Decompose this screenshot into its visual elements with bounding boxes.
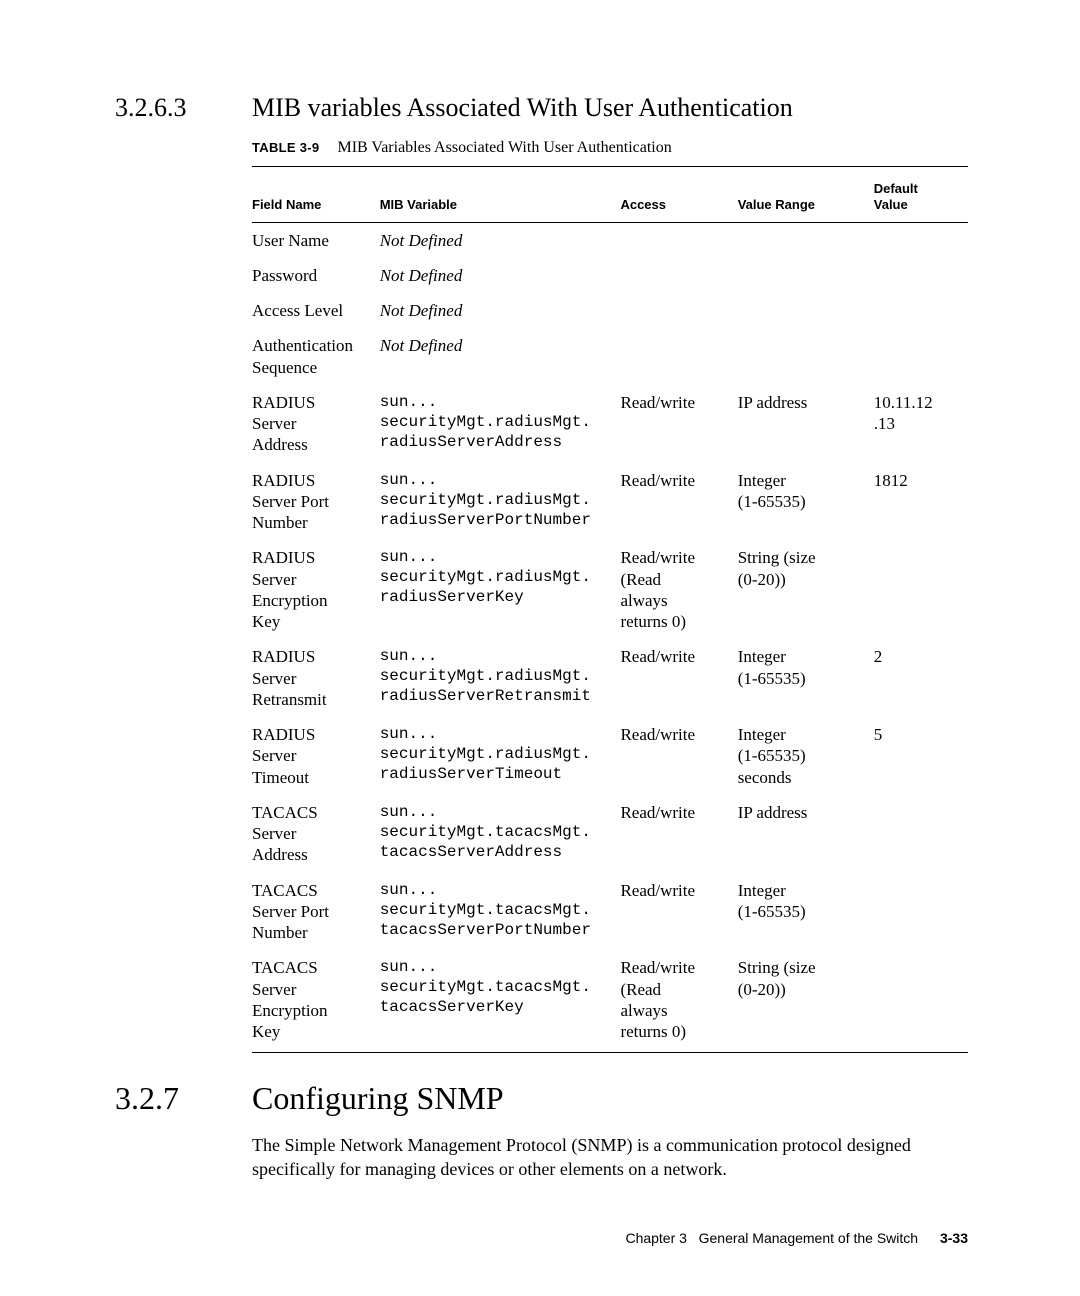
cell-access: Read/write (Read always returns 0)	[620, 950, 737, 1053]
cell-mib-variable: sun... securityMgt.tacacsMgt. tacacsServ…	[380, 950, 621, 1053]
cell-field-name: RADIUS Server Address	[252, 385, 380, 463]
section-title: Configuring SNMP	[252, 1080, 504, 1117]
table-row: TACACS Server Port Numbersun... security…	[252, 873, 968, 951]
cell-value-range: IP address	[738, 385, 874, 463]
cell-default-value	[874, 328, 968, 385]
table-row: Access LevelNot Defined	[252, 293, 968, 328]
cell-field-name: User Name	[252, 222, 380, 258]
cell-field-name: TACACS Server Encryption Key	[252, 950, 380, 1053]
cell-mib-variable: sun... securityMgt.radiusMgt. radiusServ…	[380, 463, 621, 541]
cell-field-name: Access Level	[252, 293, 380, 328]
column-header: Access	[620, 167, 737, 223]
cell-value-range	[738, 258, 874, 293]
cell-access: Read/write	[620, 717, 737, 795]
cell-access	[620, 293, 737, 328]
cell-default-value: 1812	[874, 463, 968, 541]
table-row: Authentication SequenceNot Defined	[252, 328, 968, 385]
cell-default-value	[874, 950, 968, 1053]
cell-mib-variable: sun... securityMgt.tacacsMgt. tacacsServ…	[380, 873, 621, 951]
cell-access	[620, 328, 737, 385]
footer-title: General Management of the Switch	[699, 1230, 918, 1246]
table-caption: TABLE 3-9 MIB Variables Associated With …	[252, 139, 672, 157]
footer-chapter: Chapter 3	[625, 1230, 686, 1246]
cell-access: Read/write	[620, 385, 737, 463]
cell-value-range: IP address	[738, 795, 874, 873]
table-row: RADIUS Server Port Numbersun... security…	[252, 463, 968, 541]
cell-value-range: Integer (1-65535)	[738, 463, 874, 541]
cell-default-value	[874, 258, 968, 293]
cell-mib-variable: sun... securityMgt.radiusMgt. radiusServ…	[380, 540, 621, 639]
cell-mib-variable: sun... securityMgt.radiusMgt. radiusServ…	[380, 639, 621, 717]
cell-field-name: RADIUS Server Timeout	[252, 717, 380, 795]
table-row: RADIUS Server Retransmitsun... securityM…	[252, 639, 968, 717]
table-caption-text: MIB Variables Associated With User Authe…	[337, 139, 671, 156]
table-label: TABLE 3-9	[252, 140, 319, 155]
cell-value-range: Integer (1-65535)	[738, 873, 874, 951]
cell-mib-variable: sun... securityMgt.tacacsMgt. tacacsServ…	[380, 795, 621, 873]
table-row: RADIUS Server Timeoutsun... securityMgt.…	[252, 717, 968, 795]
cell-mib-variable: Not Defined	[380, 293, 621, 328]
cell-mib-variable: sun... securityMgt.radiusMgt. radiusServ…	[380, 385, 621, 463]
cell-access: Read/write (Read always returns 0)	[620, 540, 737, 639]
cell-mib-variable: sun... securityMgt.radiusMgt. radiusServ…	[380, 717, 621, 795]
table-row: TACACS Server Encryption Keysun... secur…	[252, 950, 968, 1053]
table-row: TACACS Server Addresssun... securityMgt.…	[252, 795, 968, 873]
cell-access	[620, 258, 737, 293]
mib-table: Field NameMIB VariableAccessValue RangeD…	[252, 166, 968, 1053]
cell-access: Read/write	[620, 873, 737, 951]
column-header: Value Range	[738, 167, 874, 223]
table-row: RADIUS Server Addresssun... securityMgt.…	[252, 385, 968, 463]
cell-default-value: 10.11.12 .13	[874, 385, 968, 463]
cell-default-value	[874, 873, 968, 951]
footer-page-number: 3-33	[940, 1230, 968, 1246]
table-row: RADIUS Server Encryption Keysun... secur…	[252, 540, 968, 639]
section-body: The Simple Network Management Protocol (…	[252, 1133, 962, 1182]
cell-access: Read/write	[620, 463, 737, 541]
column-header: DefaultValue	[874, 167, 968, 223]
cell-value-range: String (size (0-20))	[738, 950, 874, 1053]
cell-mib-variable: Not Defined	[380, 328, 621, 385]
subsection-title: MIB variables Associated With User Authe…	[252, 93, 793, 123]
table-row: PasswordNot Defined	[252, 258, 968, 293]
cell-field-name: RADIUS Server Retransmit	[252, 639, 380, 717]
subsection-number: 3.2.6.3	[115, 93, 187, 123]
cell-default-value	[874, 293, 968, 328]
cell-access: Read/write	[620, 795, 737, 873]
cell-field-name: TACACS Server Address	[252, 795, 380, 873]
cell-default-value: 5	[874, 717, 968, 795]
column-header: Field Name	[252, 167, 380, 223]
cell-default-value	[874, 795, 968, 873]
cell-default-value: 2	[874, 639, 968, 717]
cell-value-range	[738, 328, 874, 385]
section-number: 3.2.7	[115, 1080, 179, 1117]
cell-default-value	[874, 540, 968, 639]
cell-mib-variable: Not Defined	[380, 222, 621, 258]
cell-default-value	[874, 222, 968, 258]
cell-access	[620, 222, 737, 258]
page: 3.2.6.3 MIB variables Associated With Us…	[0, 0, 1080, 1296]
cell-value-range	[738, 293, 874, 328]
cell-value-range: String (size (0-20))	[738, 540, 874, 639]
cell-value-range: Integer (1-65535)	[738, 639, 874, 717]
table-row: User NameNot Defined	[252, 222, 968, 258]
cell-field-name: TACACS Server Port Number	[252, 873, 380, 951]
cell-value-range	[738, 222, 874, 258]
cell-mib-variable: Not Defined	[380, 258, 621, 293]
cell-field-name: RADIUS Server Encryption Key	[252, 540, 380, 639]
cell-field-name: RADIUS Server Port Number	[252, 463, 380, 541]
cell-value-range: Integer (1-65535) seconds	[738, 717, 874, 795]
cell-access: Read/write	[620, 639, 737, 717]
cell-field-name: Password	[252, 258, 380, 293]
cell-field-name: Authentication Sequence	[252, 328, 380, 385]
column-header: MIB Variable	[380, 167, 621, 223]
page-footer: Chapter 3 General Management of the Swit…	[625, 1230, 968, 1246]
